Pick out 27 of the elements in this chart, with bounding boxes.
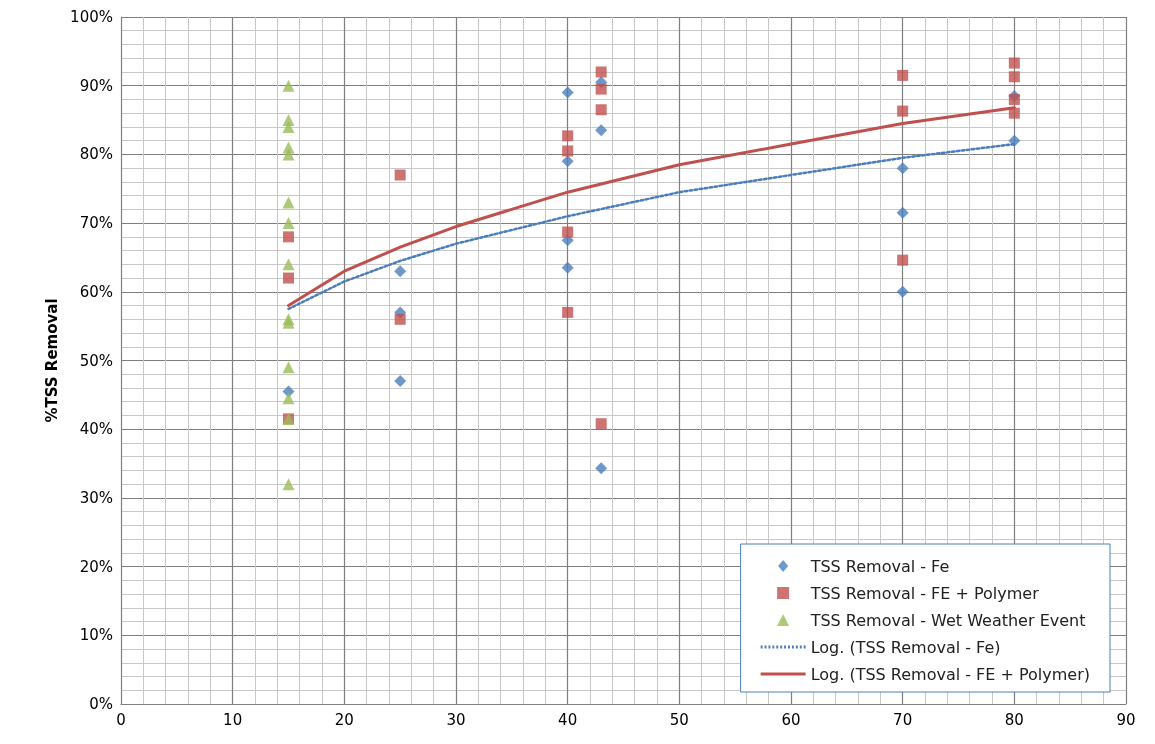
x-tick-label: 50 <box>669 710 689 729</box>
y-tick-label: 50% <box>79 351 113 370</box>
x-tick-label: 90 <box>1116 710 1136 729</box>
legend-label: TSS Removal - Fe <box>809 556 950 576</box>
x-tick-label: 0 <box>116 710 126 729</box>
legend-label: TSS Removal - FE + Polymer <box>809 583 1040 603</box>
y-tick-label: 10% <box>79 626 113 645</box>
y-axis-title: %TSS Removal <box>42 298 61 423</box>
y-tick-label: 80% <box>79 145 113 164</box>
y-tick-label: 100% <box>70 8 113 26</box>
legend-label: Log. (TSS Removal - FE + Polymer) <box>810 664 1091 684</box>
x-tick-label: 80 <box>1004 710 1024 729</box>
y-tick-label: 0% <box>89 695 113 713</box>
x-tick-label: 60 <box>781 710 801 729</box>
x-tick-label: 20 <box>334 710 354 729</box>
x-tick-label: 10 <box>223 710 243 729</box>
y-tick-label: 70% <box>79 214 113 233</box>
y-tick-label: 40% <box>79 420 113 439</box>
y-tick-label: 60% <box>79 282 113 301</box>
legend-label: Log. (TSS Removal - Fe) <box>810 637 1001 657</box>
x-tick-label: 70 <box>893 710 913 729</box>
legend-label: TSS Removal - Wet Weather Event <box>809 610 1086 630</box>
x-tick-label: 40 <box>558 710 578 729</box>
y-tick-label: 90% <box>79 76 113 95</box>
x-tick-label: 30 <box>446 710 466 729</box>
y-tick-label: 20% <box>79 557 113 576</box>
y-tick-label: 30% <box>79 488 113 507</box>
